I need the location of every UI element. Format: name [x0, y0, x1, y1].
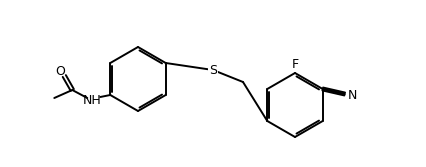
Text: O: O [55, 64, 65, 77]
Text: NH: NH [83, 94, 102, 107]
Text: F: F [291, 58, 299, 71]
Text: S: S [209, 63, 217, 76]
Text: N: N [348, 89, 357, 102]
